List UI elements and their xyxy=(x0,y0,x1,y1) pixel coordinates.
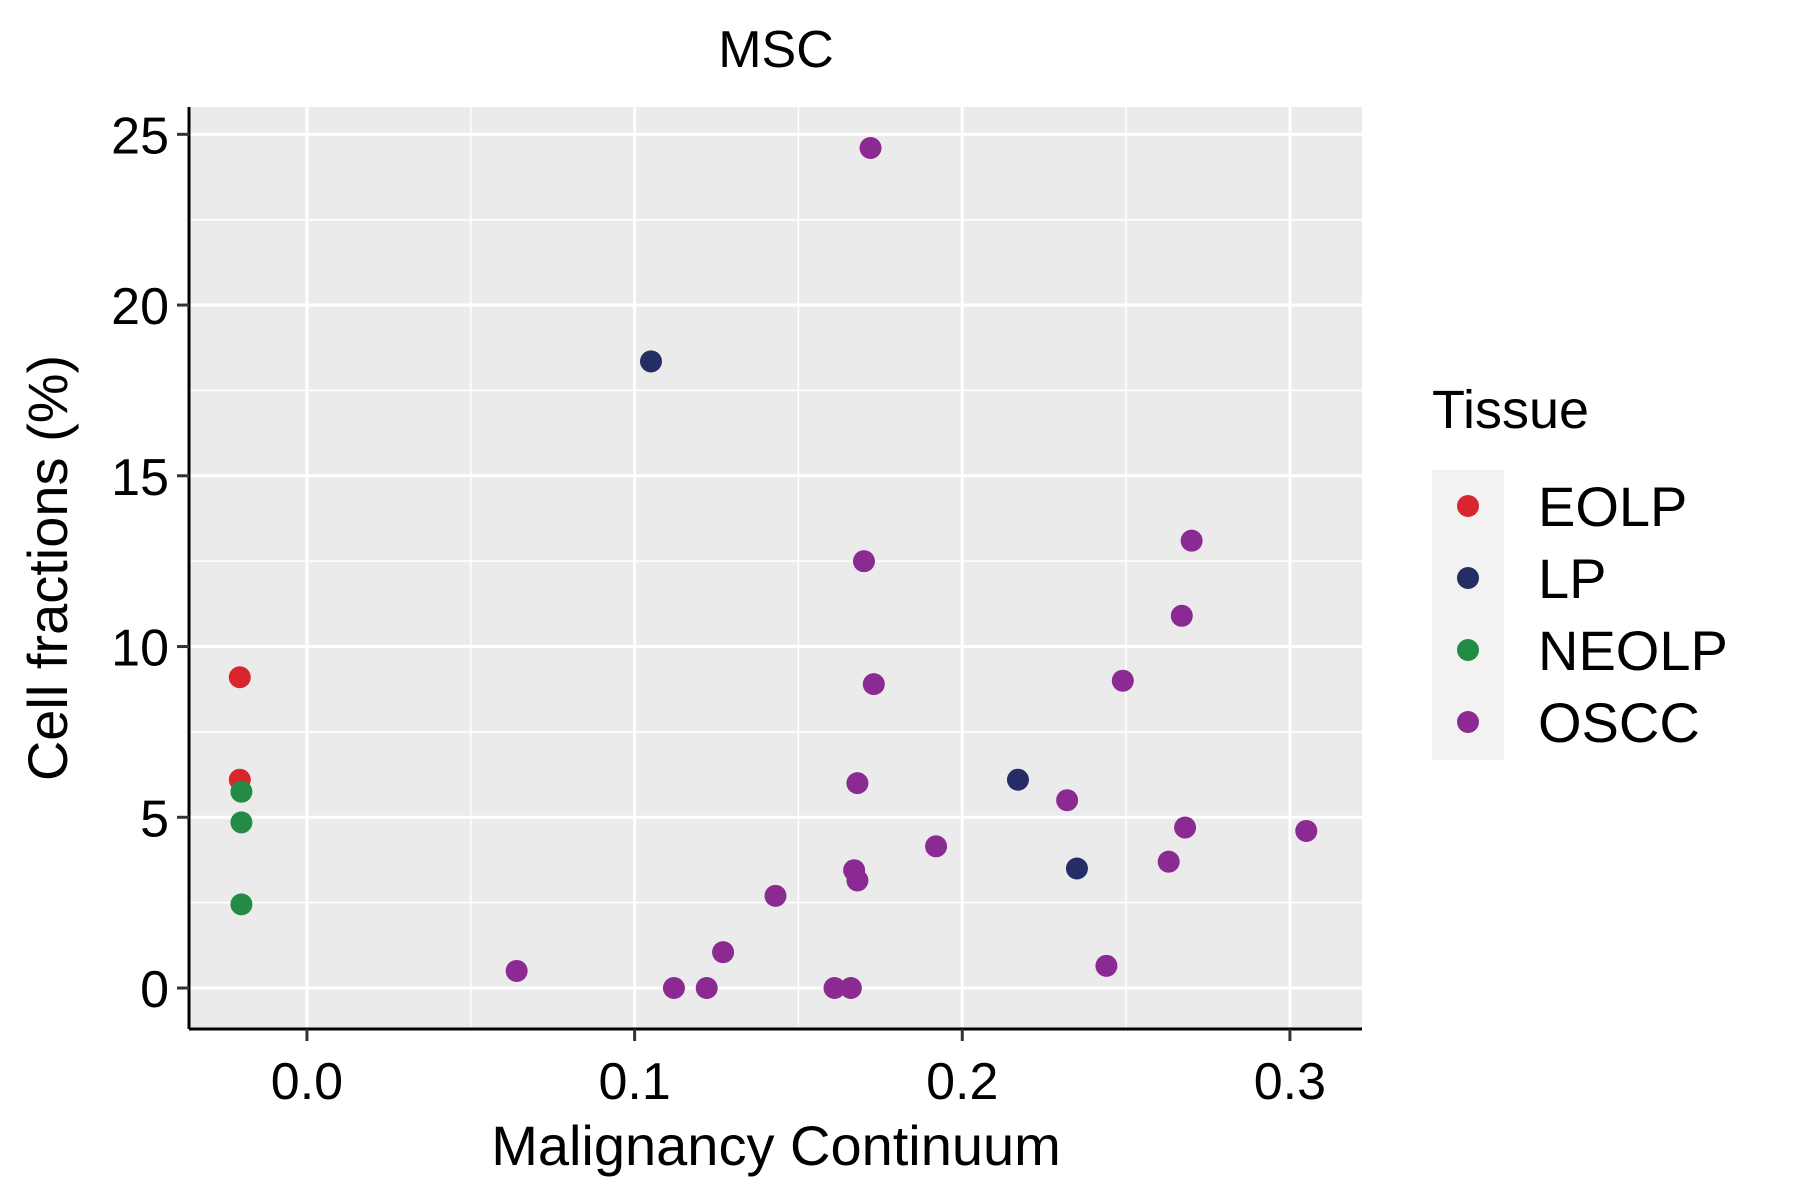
data-point-oscc xyxy=(662,977,685,1000)
x-tick-label: 0.3 xyxy=(1254,1053,1326,1111)
data-point-neolp xyxy=(230,811,253,834)
data-point-eolp xyxy=(228,666,251,689)
legend-key-lp xyxy=(1457,567,1479,589)
legend-key-eolp xyxy=(1457,495,1479,517)
x-tick-label: 0.1 xyxy=(598,1053,670,1111)
legend: Tissue EOLP LP NEOLP OSCC xyxy=(1432,380,1728,760)
data-points xyxy=(228,136,1318,1000)
y-tick-label: 10 xyxy=(111,620,169,678)
legend-label-neolp: NEOLP xyxy=(1538,619,1728,682)
data-point-oscc xyxy=(823,977,846,1000)
data-point-lp xyxy=(1065,857,1088,880)
data-point-oscc xyxy=(839,977,862,1000)
data-point-oscc xyxy=(846,772,869,795)
data-point-neolp xyxy=(230,893,253,916)
data-point-oscc xyxy=(862,673,885,696)
y-tick-label: 25 xyxy=(111,107,169,165)
data-point-lp xyxy=(1006,768,1029,791)
data-point-oscc xyxy=(695,977,718,1000)
plot-panel xyxy=(189,107,1362,1029)
minor-gridlines xyxy=(189,107,1362,1029)
data-point-oscc xyxy=(1170,604,1193,627)
y-tick-label: 15 xyxy=(111,449,169,507)
data-point-oscc xyxy=(846,869,869,892)
data-point-oscc xyxy=(1295,819,1318,842)
legend-label-oscc: OSCC xyxy=(1538,691,1700,754)
data-point-oscc xyxy=(1180,529,1203,552)
y-tick-label: 20 xyxy=(111,278,169,336)
y-tick-label: 5 xyxy=(140,790,169,848)
data-point-oscc xyxy=(925,835,948,858)
data-point-oscc xyxy=(764,884,787,907)
data-point-oscc xyxy=(1174,816,1197,839)
y-axis-label: Cell fractions (%) xyxy=(16,355,79,781)
data-point-oscc xyxy=(505,959,528,982)
x-tick-label: 0.0 xyxy=(271,1053,343,1111)
x-axis-label: Malignancy Continuum xyxy=(491,1114,1061,1177)
legend-key-oscc xyxy=(1457,711,1479,733)
legend-label-eolp: EOLP xyxy=(1538,475,1687,538)
data-point-lp xyxy=(639,350,662,373)
y-axis-ticks: 0 5 10 15 20 25 xyxy=(111,107,189,1019)
data-point-oscc xyxy=(852,550,875,573)
legend-title: Tissue xyxy=(1432,380,1589,440)
data-point-oscc xyxy=(1056,789,1079,812)
x-axis-ticks: 0.0 0.1 0.2 0.3 xyxy=(271,1029,1326,1111)
data-point-oscc xyxy=(1157,850,1180,873)
x-tick-label: 0.2 xyxy=(926,1053,998,1111)
legend-items: EOLP LP NEOLP OSCC xyxy=(1457,475,1728,754)
data-point-oscc xyxy=(712,941,735,964)
legend-key-neolp xyxy=(1457,639,1479,661)
major-gridlines xyxy=(189,107,1362,1029)
y-tick-label: 0 xyxy=(140,961,169,1019)
data-point-oscc xyxy=(1095,954,1118,977)
data-point-neolp xyxy=(230,780,253,803)
data-point-oscc xyxy=(1111,669,1134,692)
legend-label-lp: LP xyxy=(1538,547,1607,610)
data-point-oscc xyxy=(859,136,882,159)
chart-title: MSC xyxy=(718,21,834,79)
